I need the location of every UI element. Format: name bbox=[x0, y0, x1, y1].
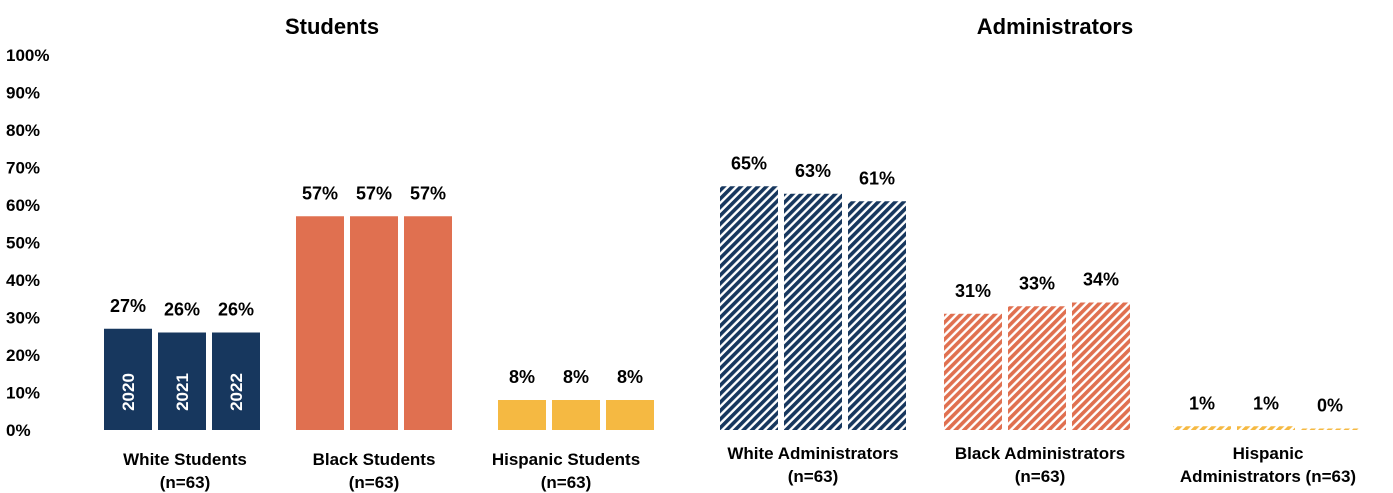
category-label: (n=63) bbox=[1015, 467, 1066, 486]
panel-title: Administrators bbox=[977, 14, 1133, 39]
bar bbox=[404, 216, 452, 430]
data-label: 8% bbox=[509, 367, 535, 387]
data-label: 1% bbox=[1253, 393, 1279, 413]
category-label: (n=63) bbox=[541, 473, 592, 492]
bar bbox=[1301, 428, 1359, 430]
data-label: 63% bbox=[795, 161, 831, 181]
y-tick-label: 70% bbox=[6, 159, 40, 178]
category-label: Black Students bbox=[313, 450, 436, 469]
bar bbox=[104, 328, 152, 430]
category-label: White Administrators bbox=[727, 444, 898, 463]
y-tick-label: 30% bbox=[6, 309, 40, 328]
y-tick-label: 60% bbox=[6, 196, 40, 215]
bar bbox=[720, 186, 778, 430]
bar bbox=[498, 400, 546, 430]
bar bbox=[1237, 426, 1295, 430]
data-label: 65% bbox=[731, 153, 767, 173]
bar bbox=[1173, 426, 1231, 430]
year-label: 2021 bbox=[173, 373, 192, 411]
y-tick-label: 20% bbox=[6, 346, 40, 365]
bar-group: 65% 63% 61% White Administrators (n=63) bbox=[720, 153, 906, 486]
data-label: 34% bbox=[1083, 270, 1119, 290]
category-label: (n=63) bbox=[788, 467, 839, 486]
panel-title: Students bbox=[285, 14, 379, 39]
category-label: Black Administrators bbox=[955, 444, 1125, 463]
data-label: 1% bbox=[1189, 393, 1215, 413]
y-tick-label: 90% bbox=[6, 84, 40, 103]
panel-students: Students 27% 2020 26% 2021 26% 2022 White Stude… bbox=[104, 14, 654, 492]
bar-group: 31% 33% 34% Black Administrators (n=63) bbox=[944, 270, 1130, 486]
bar bbox=[212, 332, 260, 430]
y-tick-label: 80% bbox=[6, 121, 40, 140]
y-tick-label: 50% bbox=[6, 234, 40, 253]
data-label: 31% bbox=[955, 281, 991, 301]
bar bbox=[944, 313, 1002, 430]
data-label: 27% bbox=[110, 296, 146, 316]
year-label: 2022 bbox=[227, 373, 246, 411]
data-label: 26% bbox=[164, 300, 200, 320]
data-label: 61% bbox=[859, 168, 895, 188]
category-label: (n=63) bbox=[349, 473, 400, 492]
data-label: 26% bbox=[218, 300, 254, 320]
year-label: 2020 bbox=[119, 373, 138, 411]
bar bbox=[1072, 302, 1130, 430]
bar bbox=[606, 400, 654, 430]
bar-group: 8% 8% 8% Hispanic Students (n=63) bbox=[492, 367, 654, 492]
data-label: 33% bbox=[1019, 273, 1055, 293]
bar-group: 27% 2020 26% 2021 26% 2022 White Students (n=63… bbox=[104, 296, 260, 492]
data-label: 57% bbox=[302, 183, 338, 203]
y-tick-label: 10% bbox=[6, 384, 40, 403]
chart-panels: Students 27% 2020 26% 2021 26% 2022 White Stude… bbox=[104, 14, 1359, 492]
bar bbox=[784, 193, 842, 430]
data-label: 0% bbox=[1317, 396, 1343, 416]
data-label: 8% bbox=[563, 367, 589, 387]
bar bbox=[350, 216, 398, 430]
data-label: 57% bbox=[356, 183, 392, 203]
bar bbox=[848, 201, 906, 430]
bar-group: 57% 57% 57% Black Students (n=63) bbox=[296, 183, 452, 492]
bar-group: 1% 1% 0% Hispanic Administrators (n=63) bbox=[1173, 393, 1359, 486]
category-label: Hispanic bbox=[1233, 444, 1304, 463]
category-label: White Students bbox=[123, 450, 247, 469]
data-label: 57% bbox=[410, 183, 446, 203]
bar bbox=[552, 400, 600, 430]
bar bbox=[158, 332, 206, 430]
bar bbox=[1008, 306, 1066, 430]
category-label: (n=63) bbox=[160, 473, 211, 492]
y-tick-label: 100% bbox=[6, 46, 49, 65]
y-tick-label: 0% bbox=[6, 421, 31, 440]
category-label: Hispanic Students bbox=[492, 450, 640, 469]
panel-administrators: Administrators 65% 63% 61% White Administrat… bbox=[720, 14, 1359, 486]
bar bbox=[296, 216, 344, 430]
data-label: 8% bbox=[617, 367, 643, 387]
category-label: Administrators (n=63) bbox=[1180, 467, 1356, 486]
y-axis: 0% 10% 20% 30% 40% 50% 60% 70% 80% 90% 100% bbox=[6, 46, 49, 440]
y-tick-label: 40% bbox=[6, 271, 40, 290]
